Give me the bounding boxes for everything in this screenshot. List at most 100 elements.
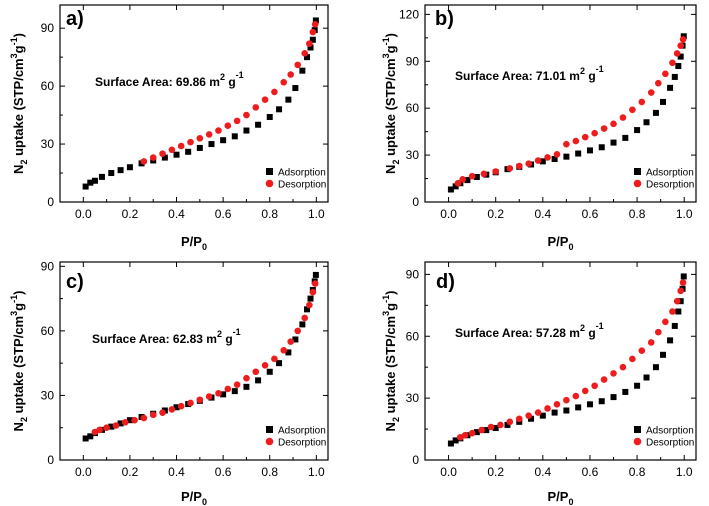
data-point-desorption bbox=[454, 179, 462, 187]
data-point-desorption bbox=[515, 415, 523, 423]
panel-label: d) bbox=[436, 271, 455, 293]
data-point-adsorption bbox=[634, 127, 641, 134]
data-point-adsorption bbox=[575, 150, 582, 157]
data-point-desorption bbox=[196, 396, 204, 404]
data-point-desorption bbox=[457, 434, 464, 441]
y-tick-label: 60 bbox=[406, 329, 420, 343]
data-point-desorption bbox=[280, 78, 288, 86]
data-point-adsorption bbox=[304, 306, 311, 313]
series-adsorption bbox=[82, 17, 319, 190]
data-point-adsorption bbox=[598, 398, 605, 405]
data-point-desorption bbox=[581, 133, 589, 141]
data-point-desorption bbox=[233, 381, 241, 388]
x-tick-label: 0.6 bbox=[582, 207, 599, 221]
data-point-desorption bbox=[103, 424, 110, 432]
y-axis-label: N2 uptake (STP/cm3g-1) bbox=[381, 33, 401, 174]
data-point-adsorption bbox=[667, 84, 674, 91]
y-tick-label: 0 bbox=[47, 453, 54, 467]
data-point-desorption bbox=[294, 327, 302, 335]
data-point-adsorption bbox=[299, 67, 306, 74]
data-point-desorption bbox=[187, 399, 194, 407]
data-point-adsorption bbox=[660, 351, 667, 358]
data-point-adsorption bbox=[82, 183, 89, 190]
x-tick-label: 0.0 bbox=[440, 465, 457, 479]
data-point-adsorption bbox=[196, 144, 203, 151]
data-point-adsorption bbox=[91, 177, 98, 184]
plot-frame bbox=[59, 4, 329, 203]
legend-label: Adsorption bbox=[278, 426, 326, 437]
data-point-desorption bbox=[215, 127, 222, 134]
data-point-desorption bbox=[121, 419, 129, 426]
x-axis-label: P/P0 bbox=[548, 489, 574, 506]
data-point-adsorption bbox=[309, 36, 316, 43]
data-point-adsorption bbox=[285, 96, 292, 103]
y-tick-label: 30 bbox=[41, 388, 55, 402]
data-point-desorption bbox=[679, 36, 687, 43]
data-point-adsorption bbox=[539, 412, 546, 419]
series-desorption bbox=[457, 279, 687, 441]
surface-area-annotation: Surface Area: 57.28 m2 g-1 bbox=[455, 321, 604, 340]
x-tick-label: 0.0 bbox=[440, 207, 457, 221]
data-point-adsorption bbox=[208, 141, 215, 148]
x-tick-label: 0.4 bbox=[168, 207, 185, 221]
data-point-desorption bbox=[534, 157, 542, 164]
data-point-desorption bbox=[287, 71, 295, 78]
data-point-adsorption bbox=[243, 383, 250, 390]
data-point-adsorption bbox=[652, 364, 659, 371]
data-point-adsorption bbox=[276, 360, 283, 367]
data-point-adsorption bbox=[276, 106, 283, 113]
data-point-desorption bbox=[168, 406, 176, 413]
plot-frame bbox=[424, 4, 697, 203]
data-point-adsorption bbox=[473, 173, 480, 180]
y-tick-label: 30 bbox=[406, 148, 420, 162]
data-point-adsorption bbox=[87, 179, 94, 186]
data-point-adsorption bbox=[285, 349, 292, 356]
data-point-adsorption bbox=[307, 44, 314, 51]
data-point-adsorption bbox=[108, 423, 115, 430]
panel-1: 0.0 0.2 0.4 0.6 0.8 1.0 0 30 60 90 a) Surface Area:… bbox=[9, 4, 329, 252]
x-tick-label: 0.2 bbox=[122, 465, 139, 479]
data-point-desorption bbox=[629, 106, 636, 114]
data-point-desorption bbox=[287, 338, 295, 345]
data-point-desorption bbox=[673, 297, 681, 305]
x-tick-label: 1.0 bbox=[676, 465, 693, 479]
data-point-adsorption bbox=[98, 173, 105, 180]
data-point-adsorption bbox=[220, 391, 227, 398]
data-point-desorption bbox=[140, 414, 148, 422]
data-point-adsorption bbox=[671, 73, 678, 80]
x-tick-label: 0.4 bbox=[168, 465, 185, 479]
y-axis-label: N2 uptake (STP/cm3g-1) bbox=[9, 291, 29, 432]
legend-marker-desorption bbox=[265, 179, 274, 188]
panel-label: c) bbox=[66, 271, 84, 293]
panel-3: 0.0 0.2 0.4 0.6 0.8 1.0 0 30 60 90 c) Surface Area:… bbox=[9, 259, 329, 506]
y-tick-label: 0 bbox=[47, 195, 54, 209]
data-point-desorption bbox=[544, 154, 551, 161]
data-point-adsorption bbox=[643, 119, 650, 126]
y-tick-label: 90 bbox=[406, 54, 420, 68]
y-tick-label: 90 bbox=[406, 267, 420, 281]
data-point-adsorption bbox=[677, 298, 684, 305]
data-point-adsorption bbox=[677, 53, 684, 60]
data-point-adsorption bbox=[675, 62, 682, 69]
y-tick-label: 30 bbox=[406, 391, 420, 405]
data-point-adsorption bbox=[231, 388, 238, 395]
x-axis-label: P/P0 bbox=[181, 234, 207, 252]
x-tick-label: 1.0 bbox=[676, 207, 693, 221]
data-point-desorption bbox=[492, 168, 499, 175]
data-point-adsorption bbox=[82, 435, 89, 442]
legend-marker-adsorption bbox=[266, 426, 273, 433]
data-point-desorption bbox=[591, 382, 598, 390]
data-point-desorption bbox=[233, 117, 241, 125]
data-point-adsorption bbox=[117, 420, 124, 427]
data-point-desorption bbox=[600, 376, 608, 383]
data-point-desorption bbox=[534, 409, 542, 416]
data-point-desorption bbox=[224, 122, 232, 130]
x-tick-label: 0.6 bbox=[215, 207, 232, 221]
data-point-adsorption bbox=[473, 429, 480, 436]
data-point-desorption bbox=[112, 422, 120, 429]
data-point-adsorption bbox=[117, 167, 124, 174]
data-point-desorption bbox=[177, 402, 185, 410]
data-point-desorption bbox=[205, 131, 213, 138]
data-point-adsorption bbox=[185, 148, 192, 155]
